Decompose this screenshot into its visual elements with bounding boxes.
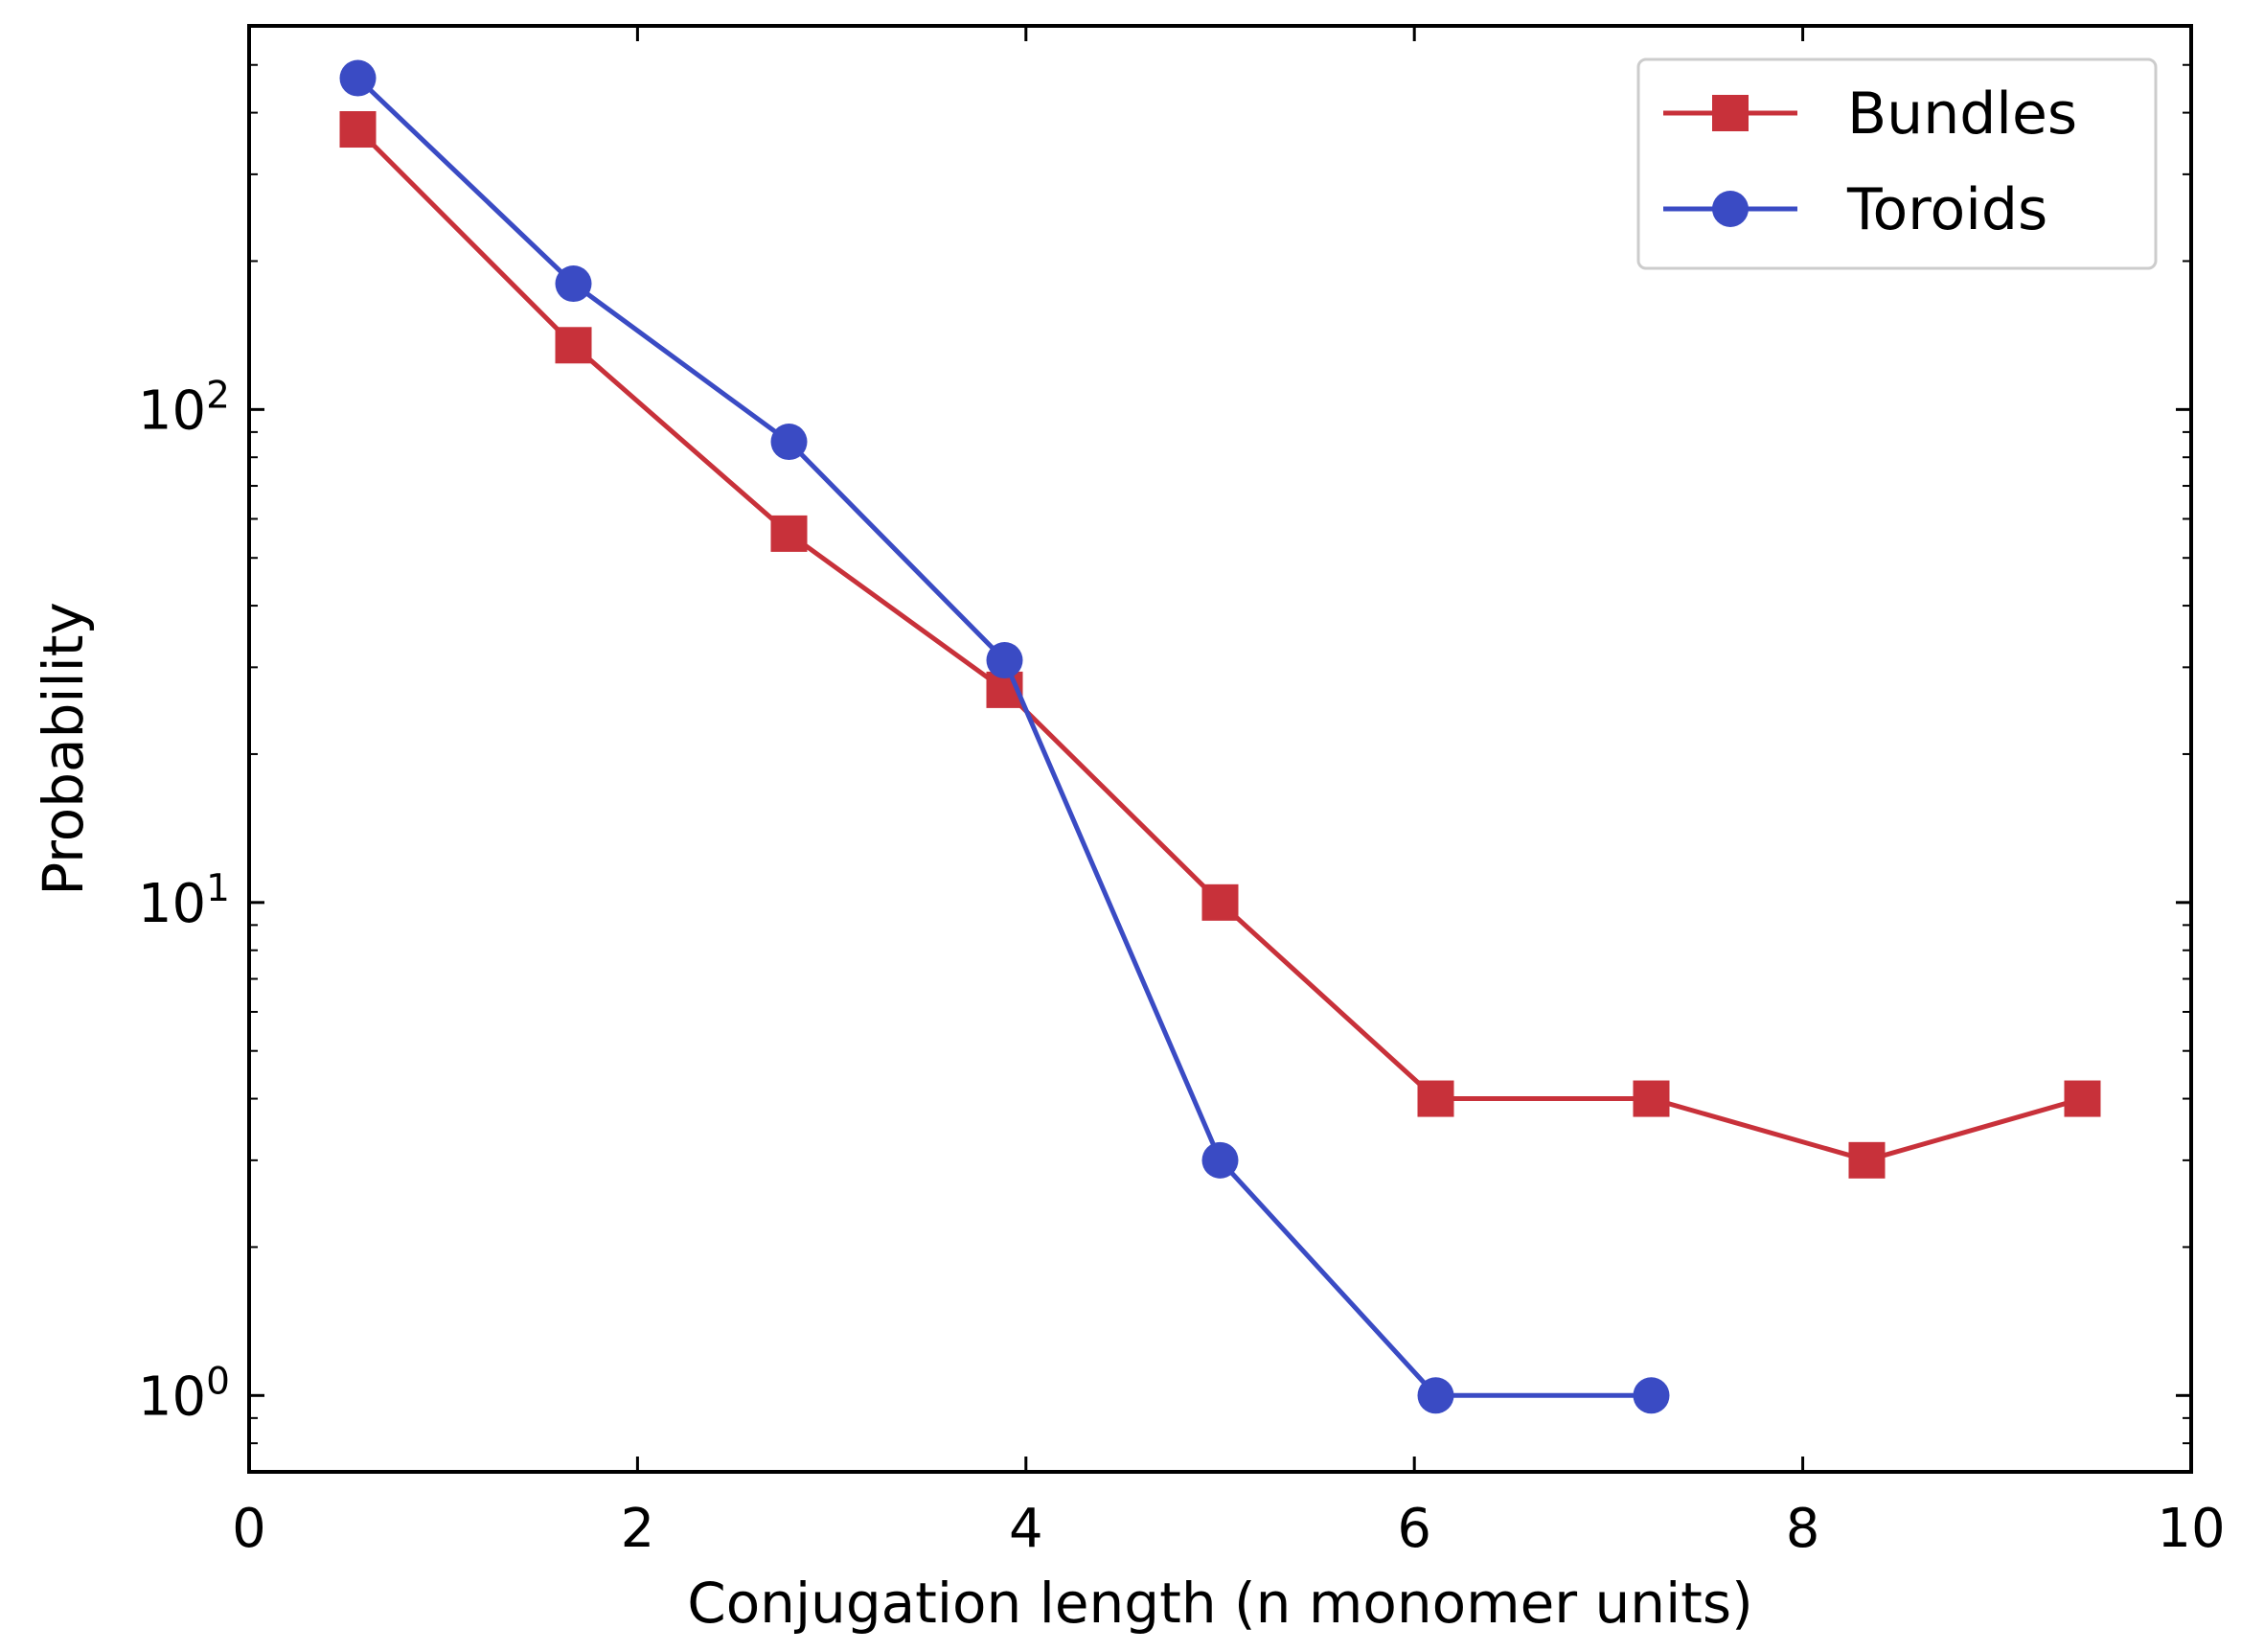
legend: Bundles Toroids [1636, 57, 2158, 270]
y-tick-label-base: 10 [138, 873, 206, 935]
y-tick-label-exponent: 0 [206, 1360, 230, 1403]
x-tick-label: 4 [1009, 1498, 1043, 1560]
plot-frame [247, 24, 2193, 1474]
data-point-toroids [1201, 1141, 1239, 1179]
data-point-toroids [1417, 1377, 1454, 1414]
x-tick-label: 10 [2157, 1498, 2225, 1560]
y-tick-label: 100 [138, 1360, 230, 1428]
data-point-bundles [1417, 1080, 1454, 1117]
data-point-bundles [770, 515, 808, 552]
data-point-bundles [1633, 1080, 1670, 1117]
x-axis: 0 2 4 6 8 10 [232, 26, 2226, 1560]
series-toroids [339, 59, 1670, 1414]
y-tick-label-base: 10 [138, 379, 206, 442]
legend-label: Toroids [1846, 176, 2047, 243]
legend-label: Bundles [1847, 80, 2077, 148]
y-tick-label-base: 10 [138, 1365, 206, 1428]
legend-marker-square [1712, 95, 1749, 131]
y-axis-title: Probability [31, 602, 96, 896]
y-tick-label-exponent: 1 [206, 867, 230, 910]
x-tick-label: 2 [621, 1498, 655, 1560]
data-point-toroids [1633, 1377, 1670, 1414]
data-point-bundles [2064, 1080, 2101, 1117]
data-point-toroids [555, 265, 592, 303]
data-point-bundles [1848, 1141, 1886, 1179]
series-bundles [339, 111, 2101, 1179]
legend-entry-toroids: Toroids [1663, 176, 2047, 243]
series-layer [339, 59, 2101, 1414]
data-point-bundles [339, 111, 377, 149]
y-tick-label-exponent: 2 [206, 374, 230, 417]
x-tick-label: 0 [232, 1498, 266, 1560]
legend-marker-circle [1712, 191, 1749, 227]
data-point-toroids [986, 642, 1023, 679]
y-tick-label: 102 [138, 374, 230, 442]
legend-entry-bundles: Bundles [1663, 80, 2077, 148]
data-point-bundles [555, 327, 592, 364]
data-point-toroids [339, 59, 377, 97]
x-axis-title: Conjugation length (n monomer units) [687, 1571, 1753, 1636]
data-point-toroids [770, 424, 808, 461]
data-point-bundles [1201, 883, 1239, 921]
y-tick-label: 101 [138, 867, 230, 935]
x-tick-label: 6 [1397, 1498, 1431, 1560]
x-tick-label: 8 [1786, 1498, 1820, 1560]
